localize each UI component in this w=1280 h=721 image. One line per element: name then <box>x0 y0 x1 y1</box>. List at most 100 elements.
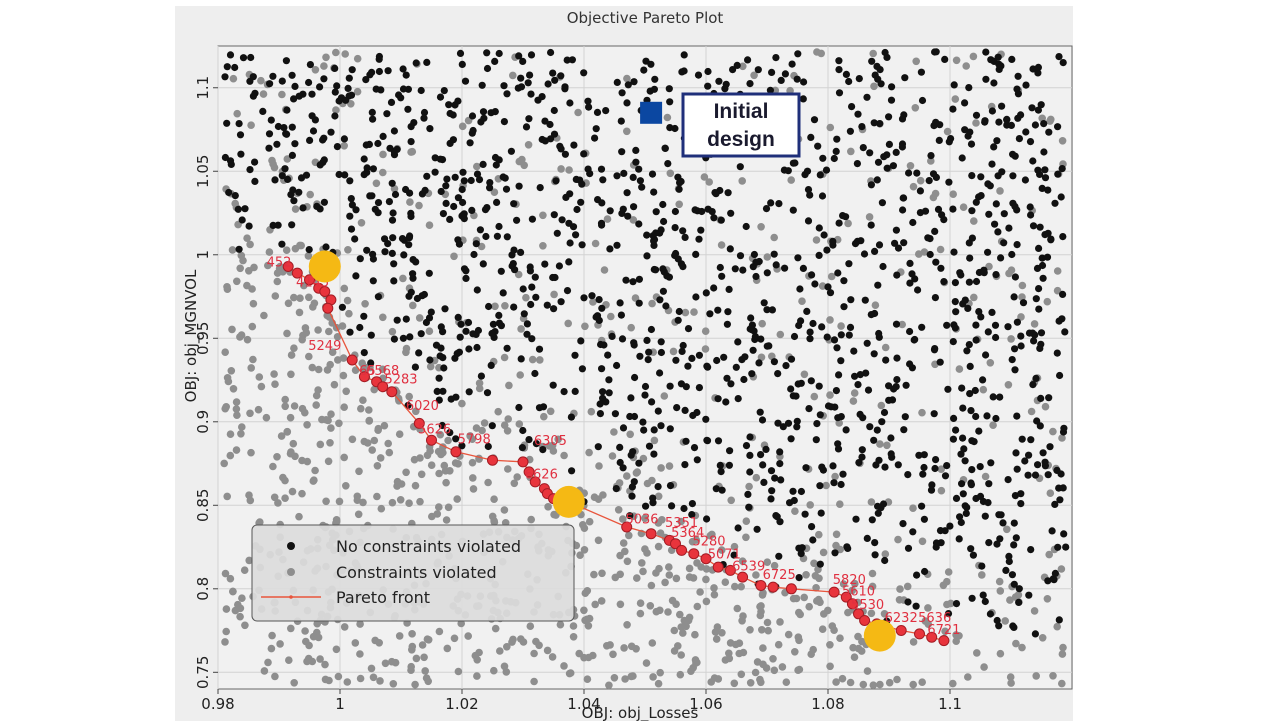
feasible-point <box>1015 598 1023 607</box>
feasible-point <box>577 198 585 206</box>
feasible-point <box>932 456 940 464</box>
infeasible-point <box>893 675 901 684</box>
feasible-point <box>644 356 652 364</box>
infeasible-point <box>620 644 628 652</box>
infeasible-point <box>246 240 254 249</box>
feasible-point <box>278 172 286 180</box>
feasible-point <box>1009 150 1017 158</box>
infeasible-point <box>650 436 659 445</box>
legend-gray-marker <box>287 568 295 576</box>
infeasible-point <box>1057 565 1066 573</box>
infeasible-point <box>915 250 923 258</box>
infeasible-point <box>522 293 530 302</box>
feasible-point <box>994 228 1002 236</box>
infeasible-point <box>296 241 304 250</box>
infeasible-point <box>513 473 521 481</box>
feasible-point <box>847 296 855 304</box>
infeasible-point <box>717 546 726 554</box>
feasible-point <box>900 239 908 247</box>
feasible-point <box>616 458 624 467</box>
feasible-point <box>399 334 407 342</box>
infeasible-point <box>805 602 813 611</box>
feasible-point <box>618 335 627 343</box>
x-tick-label: 0.98 <box>201 695 234 713</box>
infeasible-point <box>735 649 743 658</box>
feasible-point <box>523 320 531 328</box>
infeasible-point <box>721 578 730 586</box>
feasible-point <box>550 130 559 138</box>
feasible-point <box>725 285 733 293</box>
feasible-point <box>944 610 953 618</box>
feasible-point <box>367 359 375 367</box>
feasible-point <box>984 328 992 336</box>
feasible-point <box>988 107 997 115</box>
feasible-point <box>703 515 711 523</box>
feasible-point <box>438 421 446 430</box>
feasible-point <box>912 602 920 610</box>
infeasible-point <box>979 385 988 394</box>
feasible-point <box>535 404 544 412</box>
feasible-point <box>227 160 235 168</box>
feasible-point <box>806 191 814 199</box>
feasible-point <box>932 118 940 126</box>
feasible-point <box>659 200 667 209</box>
feasible-point <box>996 393 1004 401</box>
infeasible-point <box>450 634 459 643</box>
feasible-point <box>1025 451 1033 459</box>
feasible-point <box>539 446 547 454</box>
infeasible-point <box>423 451 432 460</box>
infeasible-point <box>260 311 268 320</box>
feasible-point <box>223 119 231 127</box>
feasible-point <box>291 140 299 148</box>
feasible-point <box>1036 223 1044 231</box>
feasible-point <box>427 308 435 316</box>
feasible-point <box>659 287 667 295</box>
infeasible-point <box>381 659 390 668</box>
infeasible-point <box>903 582 912 591</box>
infeasible-point <box>502 668 511 676</box>
feasible-point <box>724 189 732 197</box>
infeasible-point <box>580 546 589 554</box>
feasible-point <box>858 453 866 461</box>
infeasible-point <box>295 512 303 521</box>
feasible-point <box>238 216 246 224</box>
infeasible-point <box>1017 313 1025 321</box>
infeasible-point <box>407 662 415 671</box>
infeasible-point <box>663 113 672 122</box>
feasible-point <box>926 235 934 243</box>
infeasible-point <box>554 435 562 444</box>
infeasible-point <box>1045 550 1053 559</box>
infeasible-point <box>436 430 445 439</box>
feasible-point <box>638 183 646 191</box>
infeasible-point <box>345 309 353 318</box>
feasible-point <box>854 110 862 118</box>
feasible-point <box>678 347 686 355</box>
feasible-point <box>814 142 822 150</box>
feasible-point <box>618 148 626 156</box>
feasible-point <box>760 299 768 307</box>
infeasible-point <box>274 499 282 507</box>
feasible-point <box>462 327 470 335</box>
feasible-point <box>417 330 425 338</box>
feasible-point <box>543 301 551 309</box>
feasible-point <box>887 96 896 104</box>
feasible-point <box>694 71 703 79</box>
feasible-point <box>746 451 754 459</box>
feasible-point <box>402 71 410 79</box>
feasible-point <box>468 112 477 120</box>
infeasible-point <box>626 430 634 439</box>
feasible-point <box>288 221 296 229</box>
feasible-point <box>393 145 401 153</box>
feasible-point <box>479 108 488 116</box>
feasible-point <box>641 391 649 399</box>
infeasible-point <box>1027 407 1036 416</box>
feasible-point <box>762 445 770 453</box>
feasible-point <box>236 131 245 139</box>
feasible-point <box>409 274 417 282</box>
infeasible-point <box>623 621 631 629</box>
feasible-point <box>1032 295 1040 303</box>
feasible-point <box>961 296 969 304</box>
feasible-point <box>937 264 945 272</box>
infeasible-point <box>233 277 241 286</box>
feasible-point <box>288 71 296 79</box>
